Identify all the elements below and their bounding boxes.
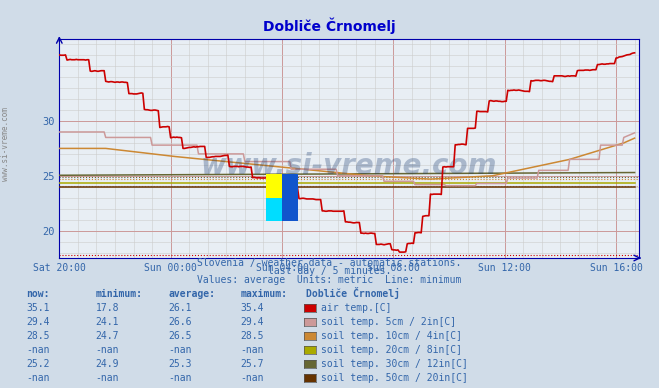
Text: now:: now: [26,289,50,299]
Text: -nan: -nan [241,345,264,355]
Text: 35.1: 35.1 [26,303,50,313]
Text: soil temp. 50cm / 20in[C]: soil temp. 50cm / 20in[C] [321,372,468,383]
Text: soil temp. 10cm / 4in[C]: soil temp. 10cm / 4in[C] [321,331,462,341]
Text: air temp.[C]: air temp.[C] [321,303,391,313]
Text: Values: average  Units: metric  Line: minimum: Values: average Units: metric Line: mini… [197,275,462,285]
Text: www.si-vreme.com: www.si-vreme.com [201,152,498,180]
Text: 35.4: 35.4 [241,303,264,313]
Text: 26.5: 26.5 [168,331,192,341]
Text: Dobliče Črnomelj: Dobliče Črnomelj [306,287,401,299]
Text: www.si-vreme.com: www.si-vreme.com [1,107,10,180]
Text: 24.9: 24.9 [96,359,119,369]
Text: 29.4: 29.4 [241,317,264,327]
Text: 29.4: 29.4 [26,317,50,327]
Text: 28.5: 28.5 [241,331,264,341]
Text: 17.8: 17.8 [96,303,119,313]
Text: last day / 5 minutes.: last day / 5 minutes. [268,266,391,276]
Text: 24.1: 24.1 [96,317,119,327]
Text: 26.6: 26.6 [168,317,192,327]
Text: 25.7: 25.7 [241,359,264,369]
Text: average:: average: [168,289,215,299]
Text: 25.2: 25.2 [26,359,50,369]
Text: soil temp. 20cm / 8in[C]: soil temp. 20cm / 8in[C] [321,345,462,355]
Text: soil temp. 5cm / 2in[C]: soil temp. 5cm / 2in[C] [321,317,456,327]
Text: soil temp. 30cm / 12in[C]: soil temp. 30cm / 12in[C] [321,359,468,369]
Text: -nan: -nan [26,345,50,355]
Text: -nan: -nan [168,345,192,355]
Text: Dobliče Črnomelj: Dobliče Črnomelj [263,17,396,34]
Text: 28.5: 28.5 [26,331,50,341]
Text: 25.3: 25.3 [168,359,192,369]
Text: -nan: -nan [96,345,119,355]
Text: 26.1: 26.1 [168,303,192,313]
Text: -nan: -nan [168,372,192,383]
Text: -nan: -nan [26,372,50,383]
Text: -nan: -nan [96,372,119,383]
Text: -nan: -nan [241,372,264,383]
Text: Slovenia / weather data - automatic stations.: Slovenia / weather data - automatic stat… [197,258,462,268]
Text: 24.7: 24.7 [96,331,119,341]
Text: minimum:: minimum: [96,289,142,299]
Text: maximum:: maximum: [241,289,287,299]
